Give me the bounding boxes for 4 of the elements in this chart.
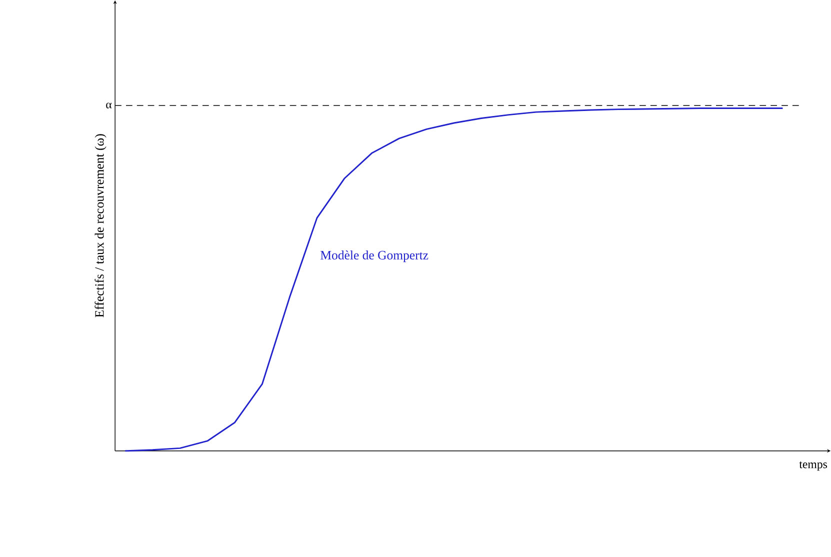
- x-axis-title: temps: [799, 461, 828, 471]
- y-axis-title: Effectifs / taux de recouvrement (ω): [94, 134, 106, 318]
- ref-line-label: α: [106, 102, 112, 108]
- series-label: Modèle de Gompertz: [320, 250, 428, 262]
